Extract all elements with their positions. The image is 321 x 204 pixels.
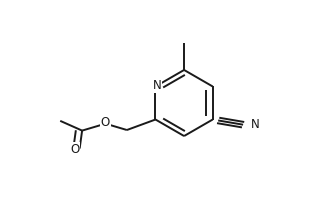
Text: O: O [101, 116, 110, 129]
Text: N: N [251, 118, 260, 131]
Text: O: O [70, 143, 80, 156]
Text: N: N [153, 79, 161, 92]
